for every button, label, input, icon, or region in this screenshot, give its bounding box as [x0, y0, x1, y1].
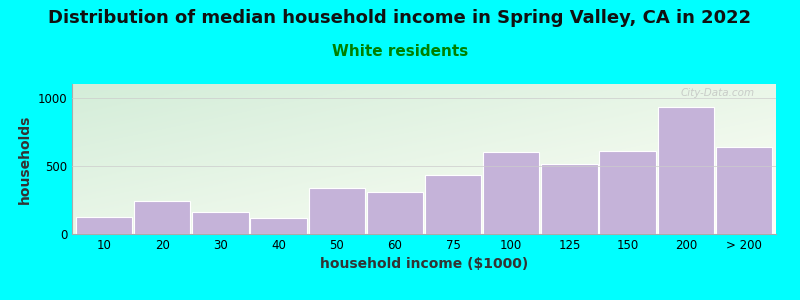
Bar — [134, 201, 190, 234]
Bar — [309, 188, 365, 234]
Text: Distribution of median household income in Spring Valley, CA in 2022: Distribution of median household income … — [49, 9, 751, 27]
Bar — [483, 152, 539, 234]
Text: White residents: White residents — [332, 44, 468, 59]
Text: City-Data.com: City-Data.com — [681, 88, 755, 98]
Bar — [716, 147, 772, 234]
Bar — [192, 212, 249, 234]
Bar — [658, 107, 714, 234]
Bar — [542, 164, 598, 234]
Bar — [425, 176, 482, 234]
X-axis label: household income ($1000): household income ($1000) — [320, 257, 528, 272]
Bar — [250, 218, 306, 234]
Bar — [366, 192, 423, 234]
Bar — [599, 151, 656, 234]
Bar — [76, 217, 132, 234]
Y-axis label: households: households — [18, 114, 32, 204]
